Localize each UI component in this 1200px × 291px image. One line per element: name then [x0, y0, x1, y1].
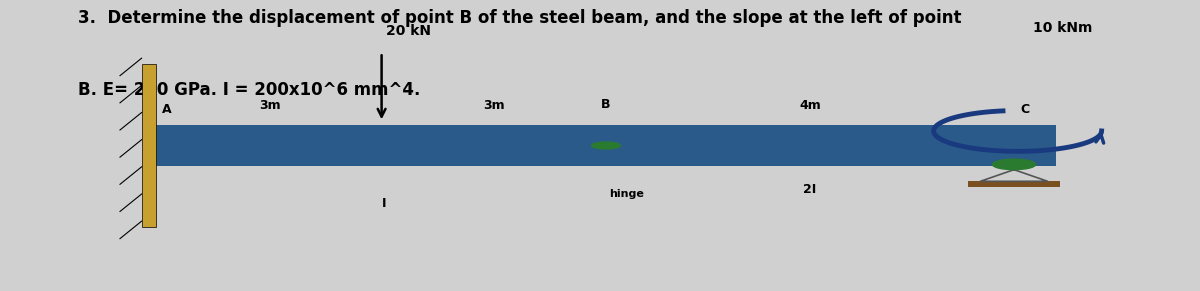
Circle shape: [992, 159, 1036, 170]
Text: hinge: hinge: [610, 189, 644, 199]
Text: A: A: [162, 103, 172, 116]
Text: 3.  Determine the displacement of point B of the steel beam, and the slope at th: 3. Determine the displacement of point B…: [78, 9, 961, 27]
Text: 4m: 4m: [799, 99, 821, 112]
Text: I: I: [382, 197, 386, 210]
Text: 3m: 3m: [484, 99, 505, 112]
Text: B: B: [601, 98, 611, 111]
Text: B. E= 200 GPa. I = 200x10^6 mm^4.: B. E= 200 GPa. I = 200x10^6 mm^4.: [78, 81, 420, 100]
Text: C: C: [1020, 103, 1030, 116]
Circle shape: [592, 142, 620, 149]
Text: 10 kNm: 10 kNm: [1033, 21, 1092, 35]
Text: 2I: 2I: [803, 183, 817, 196]
Bar: [968, 181, 1060, 187]
Text: 3m: 3m: [259, 99, 281, 112]
Bar: [156, 125, 1056, 166]
Text: 20 kN: 20 kN: [386, 24, 432, 38]
Bar: [142, 64, 156, 227]
